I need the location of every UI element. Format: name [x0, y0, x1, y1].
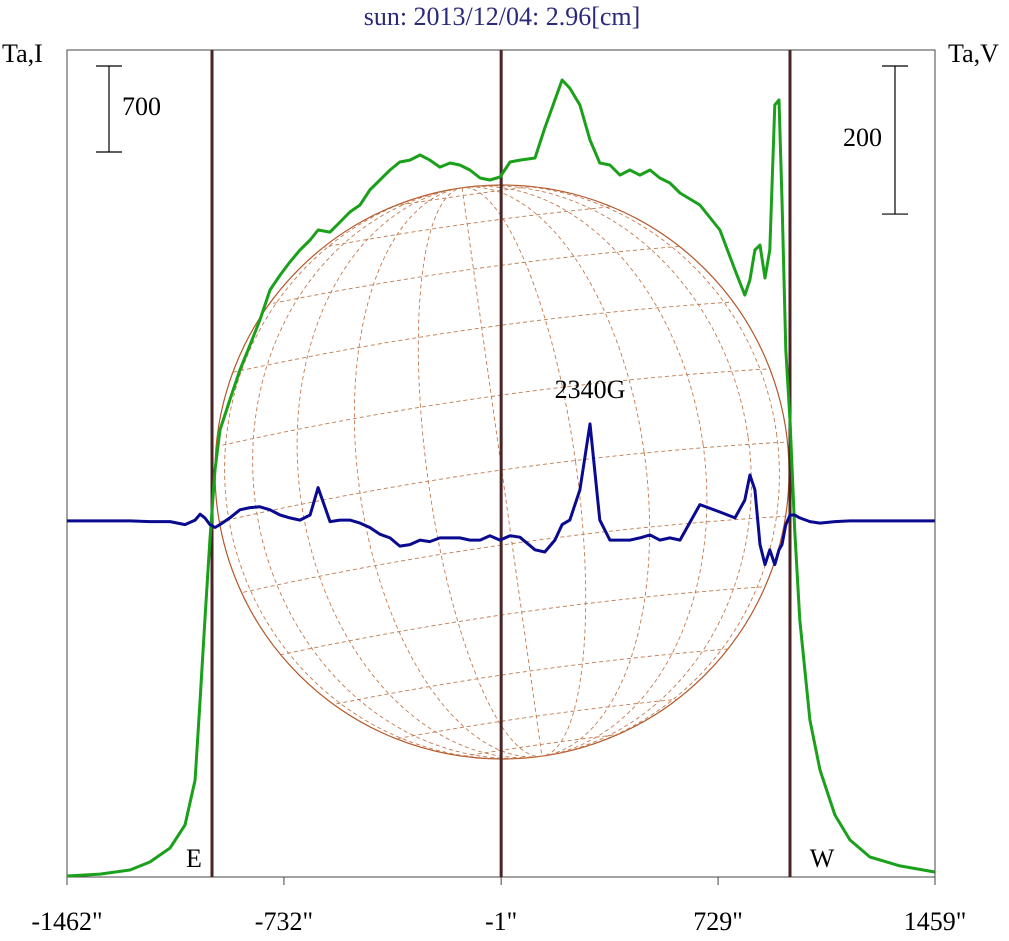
scale-bar	[882, 65, 908, 215]
x-tick-label: -1"	[485, 907, 517, 936]
parallel	[229, 515, 798, 596]
data-line	[67, 422, 935, 567]
annotation: 2340G	[555, 375, 626, 404]
x-tick-label: -1462"	[31, 907, 102, 936]
scale-bar-label: 700	[122, 92, 161, 121]
chart-title: sun: 2013/12/04: 2.96[cm]	[364, 2, 641, 31]
x-tick-label: 729"	[693, 907, 743, 936]
x-tick-label: -732"	[255, 907, 313, 936]
x-tick-label: 1459"	[904, 907, 967, 936]
data-line	[66, 78, 935, 878]
scale-bar	[96, 65, 122, 153]
parallel	[199, 299, 768, 381]
y-axis-label: Ta,I	[2, 39, 43, 68]
annotation: W	[810, 844, 835, 873]
parallel	[180, 166, 750, 248]
parallel	[208, 367, 778, 449]
y2-axis-label: Ta,V	[948, 39, 999, 68]
parallel	[239, 583, 808, 665]
annotation: E	[186, 844, 202, 873]
meridian	[353, 186, 651, 758]
meridian	[224, 184, 780, 760]
scale-bar-label: 200	[843, 123, 882, 152]
